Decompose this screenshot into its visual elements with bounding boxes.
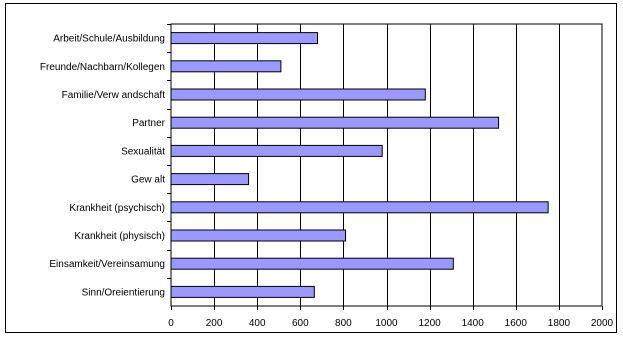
chart-frame xyxy=(5,3,617,333)
x-tick-label: 1800 xyxy=(548,318,571,329)
category-label: Sinn/Oreientierung xyxy=(82,287,165,298)
x-tick-label: 0 xyxy=(168,318,174,329)
bar xyxy=(170,88,426,101)
category-label: Gew alt xyxy=(131,175,165,186)
category-label: Arbeit/Schule/Ausbildung xyxy=(53,34,165,45)
x-tick-label: 1200 xyxy=(418,318,441,329)
x-tick-label: 2000 xyxy=(591,318,614,329)
x-tick-label: 200 xyxy=(206,318,223,329)
x-tick-label: 1600 xyxy=(505,318,528,329)
bar xyxy=(170,257,454,270)
category-labels: Arbeit/Schule/Ausbildung Freunde/Nachbarn… xyxy=(40,24,171,298)
bar xyxy=(170,201,549,214)
x-axis-ticks: 0 200 400 600 800 1000 1200 1400 1600 1800 2000 xyxy=(168,306,614,329)
category-label: Partner xyxy=(132,118,165,129)
category-label: Krankheit (psychisch) xyxy=(69,203,165,214)
x-tick-label: 800 xyxy=(335,318,352,329)
category-label: Krankheit (physisch) xyxy=(74,231,165,242)
bar xyxy=(170,144,383,157)
category-label: Freunde/Nachbarn/Kollegen xyxy=(40,62,165,73)
bar xyxy=(170,60,282,73)
x-tick-label: 1400 xyxy=(462,318,485,329)
category-label: Einsamkeit/Vereinsamung xyxy=(49,259,165,270)
bar xyxy=(170,285,315,298)
x-tick-label: 600 xyxy=(292,318,309,329)
category-label: Sexualität xyxy=(121,146,165,157)
x-tick-label: 400 xyxy=(249,318,266,329)
category-label: Familie/Verw andschaft xyxy=(62,90,166,101)
bar xyxy=(170,116,500,129)
bars xyxy=(170,32,549,298)
bar xyxy=(170,32,319,45)
bar xyxy=(170,229,347,242)
bar xyxy=(170,173,250,186)
x-tick-label: 1000 xyxy=(375,318,398,329)
